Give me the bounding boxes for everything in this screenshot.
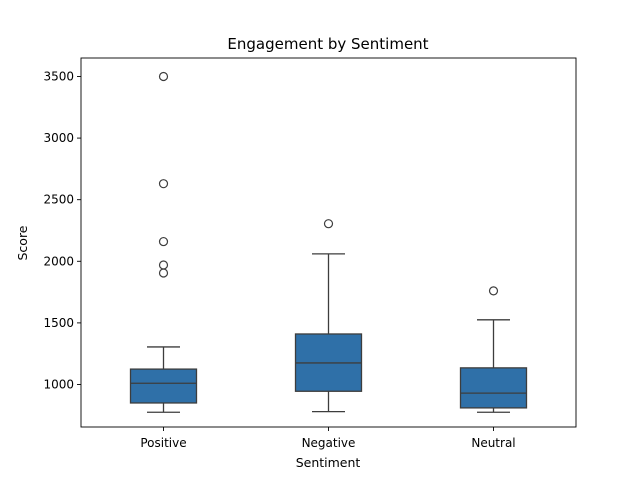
y-tick-label: 2000 <box>43 254 74 268</box>
outlier-point <box>488 286 499 296</box>
outlier-point <box>158 236 169 247</box>
x-axis: Positive Negative Neutral <box>140 427 516 450</box>
y-tick-label: 2500 <box>43 193 74 207</box>
iqr-box <box>129 368 198 404</box>
x-tick-label: Neutral <box>471 436 515 450</box>
outlier-point <box>158 260 169 270</box>
box-group <box>129 71 198 413</box>
box-group <box>459 286 528 413</box>
x-tick-label: Negative <box>302 436 356 450</box>
y-tick-label: 1500 <box>43 316 74 330</box>
iqr-box <box>459 367 528 409</box>
chart-title: Engagement by Sentiment <box>227 35 428 53</box>
plot-marks <box>129 71 528 413</box>
outlier-point <box>158 71 169 82</box>
y-axis-label: Score <box>15 225 30 260</box>
outlier-point <box>158 179 169 189</box>
box-group <box>294 219 363 413</box>
x-tick-label: Positive <box>140 436 186 450</box>
x-axis-label: Sentiment <box>296 455 361 470</box>
y-tick-label: 3500 <box>43 69 74 83</box>
y-tick-label: 1000 <box>43 377 74 391</box>
outlier-point <box>323 219 334 229</box>
y-tick-label: 3000 <box>43 131 74 145</box>
outlier-point <box>158 268 169 278</box>
y-axis: 1000 1500 2000 2500 3000 3500 <box>43 69 81 391</box>
